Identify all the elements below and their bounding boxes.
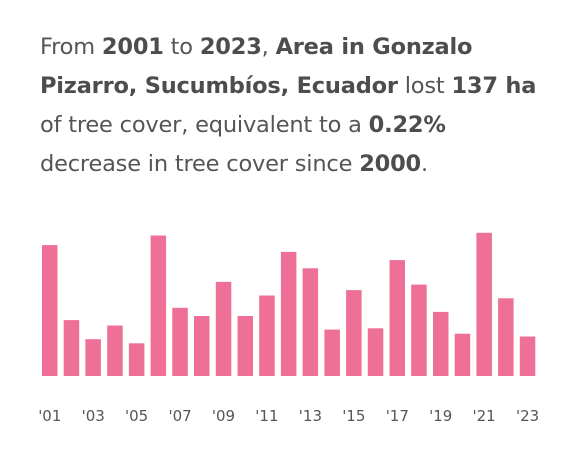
- loss-amount: 137 ha: [451, 73, 537, 99]
- summary-text: .: [421, 151, 428, 177]
- x-tick-label: '23: [516, 407, 539, 425]
- x-tick-label: '17: [386, 407, 409, 425]
- end-year: 2023: [199, 34, 262, 60]
- bar-02[interactable]: [63, 320, 80, 376]
- bar-20[interactable]: [454, 333, 471, 376]
- bar-07[interactable]: [172, 307, 188, 376]
- x-tick-label: '07: [168, 407, 191, 425]
- bar-23[interactable]: [519, 336, 536, 377]
- x-tick-label: '05: [125, 407, 148, 425]
- x-tick-label: '15: [342, 407, 365, 425]
- bar-15[interactable]: [346, 290, 362, 376]
- bar-03[interactable]: [85, 339, 101, 376]
- x-tick-label: '09: [212, 407, 235, 425]
- bar-18[interactable]: [411, 284, 427, 376]
- x-tick-label: '03: [82, 407, 105, 425]
- bar-19[interactable]: [433, 311, 449, 376]
- bar-14[interactable]: [324, 329, 340, 376]
- bar-group: [42, 232, 536, 377]
- chart-summary-text: From 2001 to 2023, Area in Gonzalo Pizar…: [40, 28, 550, 184]
- loss-percent: 0.22%: [368, 112, 446, 138]
- bar-13[interactable]: [302, 268, 319, 376]
- x-tick-label: '21: [472, 407, 495, 425]
- summary-text: of tree cover, equivalent to a: [40, 112, 369, 138]
- bar-16[interactable]: [367, 328, 384, 376]
- bar-10[interactable]: [237, 316, 254, 376]
- x-axis-tick-labels: '01 '03 '05 '07 '09 '11 '13 '15 '17 '19 '21 '23: [38, 407, 539, 425]
- bar-09[interactable]: [215, 281, 232, 376]
- summary-text: From: [40, 34, 102, 60]
- bar-04[interactable]: [107, 325, 123, 377]
- x-tick-label: '01: [38, 407, 61, 425]
- x-tick-label: '19: [429, 407, 452, 425]
- bar-17[interactable]: [389, 260, 406, 376]
- base-year: 2000: [359, 151, 422, 177]
- summary-text: lost: [397, 73, 452, 99]
- bar-08[interactable]: [194, 316, 210, 376]
- summary-text: ,: [261, 34, 276, 60]
- bar-11[interactable]: [259, 295, 275, 377]
- x-tick-label: '11: [255, 407, 278, 425]
- bar-21[interactable]: [476, 232, 492, 376]
- bar-01[interactable]: [42, 245, 58, 376]
- bar-06[interactable]: [150, 235, 167, 377]
- x-tick-label: '13: [299, 407, 322, 425]
- bar-05[interactable]: [128, 343, 145, 376]
- summary-text: decrease in tree cover since: [40, 151, 360, 177]
- area-name: Area in Gonzalo Pizarro, Sucumbíos, Ecua…: [40, 34, 473, 99]
- bar-12[interactable]: [280, 251, 297, 376]
- bar-22[interactable]: [498, 298, 514, 376]
- start-year: 2001: [101, 34, 164, 60]
- summary-text: to: [163, 34, 200, 60]
